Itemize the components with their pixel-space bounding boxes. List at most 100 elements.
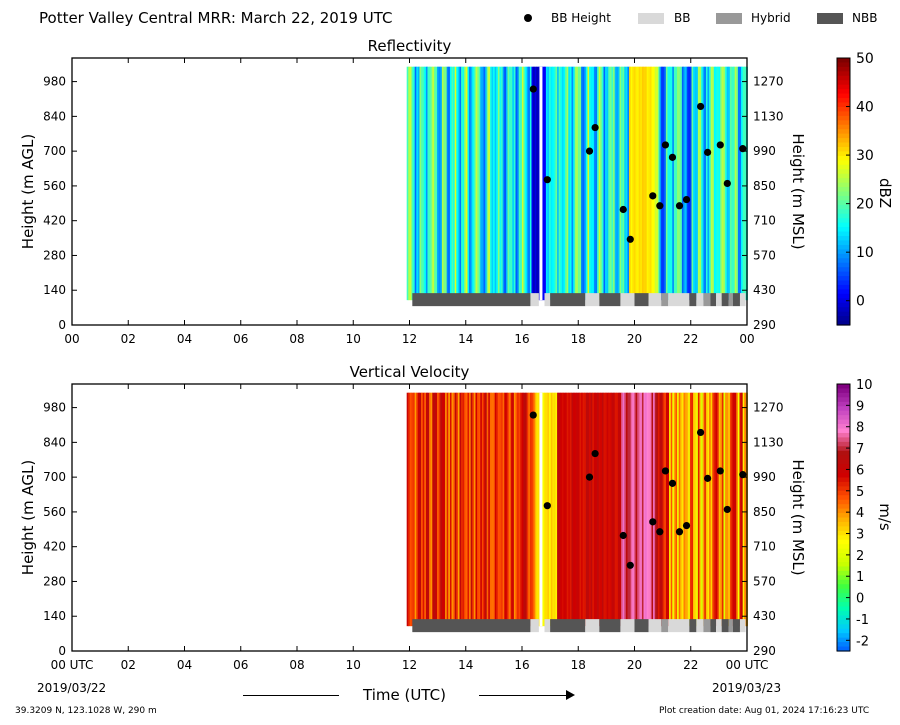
y-tick-label: 560	[43, 179, 66, 193]
colorbar-tick-label: 6	[856, 463, 864, 478]
panel-reflectivity	[71, 57, 851, 326]
colorbar-tick-label: 30	[856, 148, 874, 164]
y2-tick-label: 570	[753, 574, 776, 588]
x-axis-arrow-line-left	[243, 695, 339, 696]
y2-tick-label: 290	[753, 644, 776, 658]
plot-creation-date: Plot creation date: Aug 01, 2024 17:16:2…	[659, 706, 870, 716]
bb-segment-bb	[620, 293, 635, 307]
x-axis-arrow-line-right	[479, 695, 571, 696]
y-tick-label: 980	[43, 75, 66, 89]
y2-tick-label: 710	[753, 214, 776, 228]
bb-height-point	[543, 176, 551, 184]
bb-segment-bb	[648, 293, 662, 307]
bb-segment-nbb	[710, 619, 717, 633]
bb-segment-hybrid	[703, 619, 711, 633]
bb-height-point	[704, 474, 712, 482]
colorbar-frame	[836, 383, 851, 652]
bb-height-point	[716, 141, 724, 149]
bb-segment-nbb	[412, 293, 531, 307]
start-date-label: 2019/03/22	[37, 681, 107, 695]
y-tick-label: 140	[43, 283, 66, 297]
colorbar-tick-label: -1	[856, 613, 869, 628]
x-tick-label: 04	[177, 658, 192, 672]
data-gap	[539, 66, 543, 301]
bb-height-point	[723, 179, 731, 188]
x-tick-label: 18	[571, 332, 586, 346]
y-tick-label: 700	[43, 144, 66, 158]
colorbar-tick-label: 20	[856, 197, 874, 213]
bb-height-point	[649, 518, 657, 526]
bb-segment-bb	[648, 619, 662, 633]
bb-segment-nbb	[732, 293, 740, 307]
y2-tick-label: 990	[753, 144, 776, 158]
bb-segment-bb	[530, 619, 539, 633]
legend-label-bb: BB	[674, 11, 691, 25]
bb-segment-nbb	[634, 293, 649, 307]
bb-height-point	[716, 467, 724, 475]
y2-tick-label: 290	[753, 318, 776, 332]
heatmap-field	[406, 392, 748, 627]
bb-height-point	[696, 102, 705, 111]
bb-height-point	[626, 235, 634, 243]
bb-height-point	[543, 502, 551, 510]
bb-height-points	[529, 411, 747, 569]
x-tick-label: 08	[289, 658, 304, 672]
legend-swatch-bb	[638, 13, 664, 24]
x-tick-label: 10	[346, 332, 361, 346]
figure-title: Potter Valley Central MRR: March 22, 201…	[39, 9, 393, 27]
y2-tick-label: 570	[753, 248, 776, 262]
y-axis-label: Height (m AGL)	[19, 460, 37, 575]
bb-height-point	[723, 505, 731, 514]
y2-tick-label: 850	[753, 179, 776, 193]
x-tick-label: 02	[121, 332, 136, 346]
y2-axis-label: Height (m MSL)	[789, 459, 807, 575]
colorbar-tick-label: 1	[856, 570, 864, 585]
bb-height-point	[626, 561, 634, 569]
bb-segment-nbb	[721, 293, 729, 307]
x-tick-label: 00	[739, 332, 754, 346]
x-tick-label: 16	[514, 658, 529, 672]
colorbar-tick-label: 40	[856, 100, 874, 116]
y-tick-label: 0	[58, 318, 66, 332]
bb-height-point	[619, 531, 627, 540]
colorbar-tick-label: 0	[856, 294, 865, 310]
bright-band-bar	[412, 619, 746, 633]
colorbar-tick-label: 8	[856, 421, 864, 436]
bb-segment-nbb	[732, 619, 740, 633]
bb-height-point	[529, 85, 537, 93]
colorbar-tick-label: 10	[856, 378, 873, 393]
bb-height-point	[656, 528, 664, 536]
x-axis-arrow-head	[566, 690, 575, 700]
bb-segment-bb	[696, 619, 704, 633]
y2-tick-label: 430	[753, 609, 776, 623]
legend-label-bb-height: BB Height	[551, 11, 611, 25]
bb-segment-nbb	[412, 619, 531, 633]
heatmap-field	[406, 66, 748, 301]
y-tick-label: 840	[43, 435, 66, 449]
x-tick-label: 14	[458, 332, 473, 346]
bb-segment-nbb	[550, 619, 586, 633]
legend-label-nbb: NBB	[852, 11, 878, 25]
bb-segment-nbb	[721, 619, 729, 633]
bb-segment-nbb	[550, 293, 586, 307]
colorbar-tick-label: 2	[856, 549, 864, 564]
y-tick-label: 700	[43, 470, 66, 484]
y-tick-label: 560	[43, 505, 66, 519]
x-tick-label: 20	[627, 332, 642, 346]
x-tick-label: 22	[683, 658, 698, 672]
x-tick-label: 00 UTC	[726, 658, 769, 672]
bright-band-bar	[412, 293, 746, 307]
bb-segment-bb	[716, 619, 722, 633]
legend-swatch-nbb	[817, 13, 843, 24]
x-tick-label: 06	[233, 658, 248, 672]
legend-swatch-hybrid	[716, 13, 742, 24]
colorbar-tick-label: 3	[856, 528, 864, 543]
y2-tick-label: 1130	[753, 109, 784, 123]
x-tick-label: 02	[121, 658, 136, 672]
y2-axis-label: Height (m MSL)	[789, 133, 807, 249]
bb-height-point	[675, 202, 684, 210]
x-tick-label: 18	[571, 658, 586, 672]
x-tick-label: 22	[683, 332, 698, 346]
bb-segment-bb	[739, 619, 746, 633]
colorbar-tick-label: 50	[856, 51, 874, 67]
